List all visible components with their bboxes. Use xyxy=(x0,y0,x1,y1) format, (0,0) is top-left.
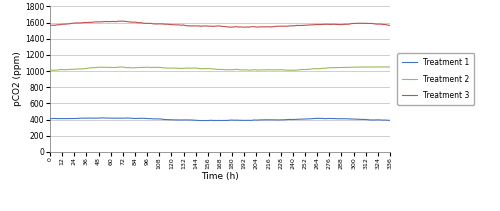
Treatment 3 xyxy=(246,26,252,28)
Treatment 3 xyxy=(47,24,53,27)
Treatment 1 xyxy=(47,118,53,120)
X-axis label: Time (h): Time (h) xyxy=(201,172,239,181)
Treatment 2 xyxy=(264,69,270,71)
Treatment 3 xyxy=(254,26,260,28)
Treatment 1 xyxy=(246,119,252,122)
Treatment 3 xyxy=(228,26,234,28)
Treatment 1 xyxy=(264,119,270,121)
Treatment 3 xyxy=(306,24,312,26)
Line: Treatment 3: Treatment 3 xyxy=(50,21,390,27)
Treatment 2 xyxy=(340,66,346,69)
Treatment 2 xyxy=(244,69,250,71)
Line: Treatment 1: Treatment 1 xyxy=(50,118,390,121)
Treatment 3 xyxy=(387,24,393,27)
Treatment 2 xyxy=(306,68,312,71)
Treatment 3 xyxy=(68,22,74,25)
Treatment 1 xyxy=(100,117,106,119)
Y-axis label: pCO2 (ppm): pCO2 (ppm) xyxy=(14,52,22,107)
Treatment 1 xyxy=(340,118,346,120)
Treatment 1 xyxy=(306,118,312,120)
Treatment 2 xyxy=(68,68,74,70)
Treatment 1 xyxy=(222,119,228,122)
Treatment 3 xyxy=(120,20,126,22)
Treatment 1 xyxy=(254,119,260,122)
Treatment 2 xyxy=(47,69,53,72)
Treatment 1 xyxy=(387,119,393,122)
Legend: Treatment 1, Treatment 2, Treatment 3: Treatment 1, Treatment 2, Treatment 3 xyxy=(397,53,474,105)
Treatment 3 xyxy=(340,23,346,26)
Treatment 2 xyxy=(254,69,260,71)
Treatment 2 xyxy=(387,66,393,68)
Treatment 3 xyxy=(264,26,270,28)
Treatment 2 xyxy=(376,66,382,68)
Treatment 1 xyxy=(68,117,74,120)
Line: Treatment 2: Treatment 2 xyxy=(50,67,390,70)
Treatment 2 xyxy=(291,69,297,72)
